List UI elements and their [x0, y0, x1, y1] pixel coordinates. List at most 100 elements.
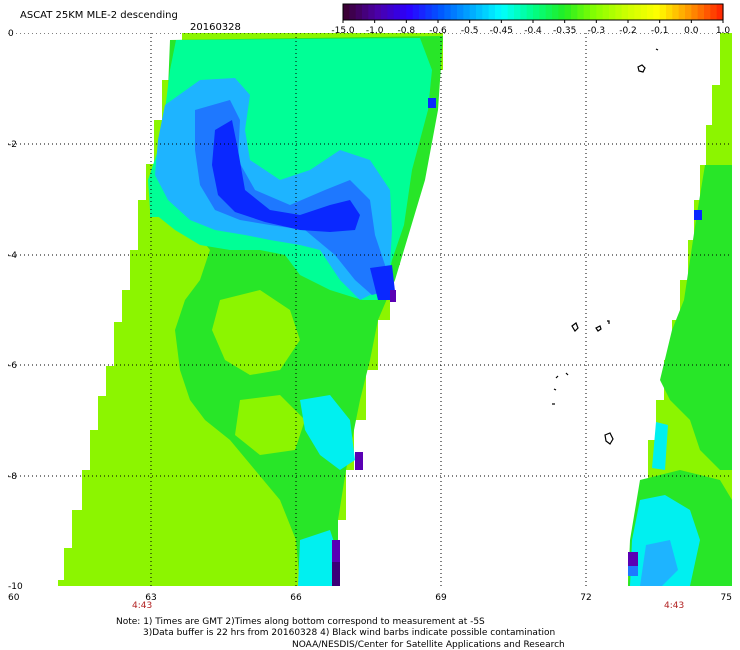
- data-cell: [332, 562, 340, 586]
- note-line-3: NOAA/NESDIS/Center for Satellite Applica…: [292, 640, 565, 650]
- lon-label: 60: [8, 593, 20, 603]
- data-cell: [332, 540, 340, 562]
- cyan-region: [298, 530, 340, 586]
- colorbar-swatch: [653, 4, 661, 20]
- colorbar-swatch: [628, 4, 635, 20]
- colorbar-label: -0.1: [651, 26, 669, 36]
- colorbar-swatch: [533, 4, 540, 20]
- colorbar-swatch: [343, 4, 350, 20]
- colorbar-swatch: [716, 4, 724, 20]
- colorbar-swatch: [368, 4, 376, 20]
- note-line-2: 3)Data buffer is 22 hrs from 20160328 4)…: [143, 628, 555, 638]
- colorbar-swatch: [666, 4, 673, 20]
- colorbar-swatch: [400, 4, 407, 20]
- colorbar-swatch: [615, 4, 623, 20]
- lon-label: 63: [145, 593, 156, 603]
- green-yellow-patch: [235, 395, 305, 455]
- data-cell: [428, 98, 436, 108]
- colorbar-swatch: [501, 4, 509, 20]
- data-cell: [628, 552, 638, 566]
- colorbar-swatch: [520, 4, 528, 20]
- colorbar-swatch: [476, 4, 483, 20]
- colorbar-swatch: [514, 4, 521, 20]
- colorbar-swatch: [672, 4, 680, 20]
- map-area: [8, 33, 732, 586]
- swath-right: [628, 33, 732, 586]
- colorbar-swatch: [387, 4, 395, 20]
- colorbar-swatch: [507, 4, 515, 20]
- colorbar-swatch: [419, 4, 426, 20]
- colorbar-swatch: [602, 4, 610, 20]
- longitude-labels: 60 63 66 69 72 75: [8, 593, 732, 603]
- colorbar-swatch: [406, 4, 414, 20]
- data-cell: [150, 205, 160, 217]
- note-line-1: Note: 1) Times are GMT 2)Times along bot…: [116, 617, 485, 627]
- colorbar-swatch: [691, 4, 699, 20]
- map-title: ASCAT 25KM MLE-2 descending: [20, 10, 178, 21]
- colorbar-swatch: [362, 4, 369, 20]
- colorbar-label: -0.35: [553, 26, 576, 36]
- colorbar-swatch: [685, 4, 692, 20]
- island-outlines: [552, 48, 659, 445]
- colorbar-swatch: [678, 4, 686, 20]
- colorbar-label: 1.0: [716, 26, 731, 36]
- map-date: 20160328: [190, 22, 241, 33]
- blue-dark-region: [212, 120, 360, 232]
- lat-label: -4: [8, 251, 17, 261]
- data-cell: [628, 566, 638, 576]
- lat-label: -10: [8, 582, 23, 592]
- colorbar-swatch: [425, 4, 433, 20]
- colorbar-swatch: [571, 4, 578, 20]
- lon-label: 69: [435, 593, 447, 603]
- lat-label: 0: [8, 29, 14, 39]
- colorbar-swatch: [552, 4, 559, 20]
- lon-label: 66: [290, 593, 302, 603]
- green-region: [660, 165, 732, 470]
- data-cell: [355, 452, 363, 470]
- cyan-region: [300, 395, 355, 470]
- blue-region: [195, 100, 390, 295]
- colorbar-label: -0.6: [429, 26, 447, 36]
- colorbar-label: -0.5: [461, 26, 479, 36]
- lat-label: -6: [8, 361, 17, 371]
- colorbar-swatch: [539, 4, 547, 20]
- swath-left: [58, 33, 443, 586]
- colorbar-swatch: [457, 4, 464, 20]
- colorbar-swatch: [488, 4, 496, 20]
- colorbar-swatch: [349, 4, 357, 20]
- colorbar-label: -0.4: [524, 26, 542, 36]
- colorbar-swatch: [564, 4, 572, 20]
- time-label-right: 4:43: [664, 601, 684, 611]
- colorbar-label: 0.0: [684, 26, 699, 36]
- colorbar-swatch: [482, 4, 490, 20]
- blue-light-region: [640, 540, 678, 586]
- colorbar-swatch: [640, 4, 648, 20]
- colorbar-swatch: [647, 4, 654, 20]
- colorbar-swatch: [596, 4, 604, 20]
- colorbar-swatch: [634, 4, 642, 20]
- colorbar-swatch: [381, 4, 388, 20]
- colorbar-swatch: [609, 4, 616, 20]
- colorbar-swatch: [444, 4, 452, 20]
- colorbar-swatch: [463, 4, 471, 20]
- lat-lon-grid: [8, 33, 732, 586]
- colorbar-swatch: [412, 4, 420, 20]
- colorbar-label: -0.45: [490, 26, 513, 36]
- colorbar-swatch: [438, 4, 445, 20]
- green-yellow-patch: [212, 290, 300, 375]
- colorbar-swatch: [526, 4, 534, 20]
- colorbar-swatch: [697, 4, 705, 20]
- colorbar-swatch: [495, 4, 502, 20]
- colorbar-label: -0.8: [398, 26, 416, 36]
- colorbar-swatch: [659, 4, 667, 20]
- colorbar-swatch: [590, 4, 597, 20]
- latitude-labels: 0 -2 -4 -6 -8 -10: [8, 29, 23, 592]
- lat-label: -8: [8, 472, 17, 482]
- colorbar-swatch: [450, 4, 458, 20]
- colorbar-swatch: [583, 4, 591, 20]
- colorbar-swatch: [355, 4, 363, 20]
- colorbar-swatch: [545, 4, 553, 20]
- colorbar-swatch: [469, 4, 477, 20]
- colorbar-swatch: [431, 4, 439, 20]
- colorbar-swatch: [558, 4, 566, 20]
